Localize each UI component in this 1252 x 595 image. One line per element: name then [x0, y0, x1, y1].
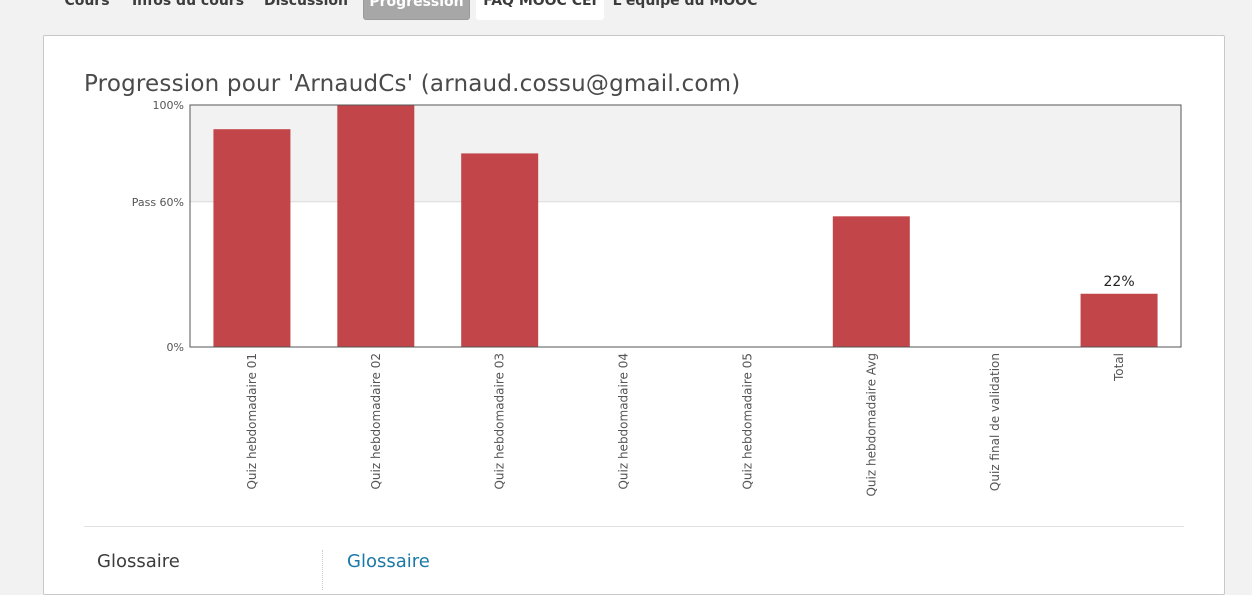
tab-cours[interactable]: Cours	[64, 0, 110, 9]
tab-progression[interactable]: Progression	[363, 0, 470, 20]
section-divider	[84, 526, 1184, 527]
glossary-label: Glossaire	[97, 551, 180, 572]
page-title: Progression pour 'ArnaudCs' (arnaud.coss…	[84, 71, 741, 97]
data-label: 22%	[1104, 274, 1135, 290]
progress-panel: Progression pour 'ArnaudCs' (arnaud.coss…	[43, 35, 1225, 595]
glossary-link[interactable]: Glossaire	[347, 551, 430, 572]
chart-bar	[213, 129, 291, 347]
course-tabs: Cours Infos du cours Discussion Progress…	[0, 0, 1252, 20]
tab-faq-mooc-cei[interactable]: FAQ MOOC CEI	[476, 0, 604, 20]
chart-bar	[337, 105, 415, 347]
x-tick-label: Quiz hebdomadaire 01	[245, 353, 259, 490]
x-tick-label: Quiz hebdomadaire Avg	[864, 353, 878, 497]
chart-bar	[461, 153, 539, 347]
x-tick-label: Quiz hebdomadaire 03	[493, 353, 507, 490]
y-tick-label: Pass 60%	[132, 196, 184, 209]
y-tick-label: 0%	[167, 341, 184, 354]
x-tick-label: Quiz hebdomadaire 05	[740, 353, 754, 490]
chart-bar	[1080, 293, 1158, 347]
glossary-separator	[322, 550, 323, 590]
tab-discussion[interactable]: Discussion	[263, 0, 349, 9]
tab-infos-du-cours[interactable]: Infos du cours	[131, 0, 245, 9]
y-tick-label: 100%	[153, 99, 184, 112]
x-tick-label: Quiz hebdomadaire 04	[617, 353, 631, 490]
plot-frame	[189, 104, 1182, 348]
tab-equipe-du-mooc[interactable]: L'équipe du MOOC	[612, 0, 758, 9]
x-tick-label: Quiz final de validation	[988, 353, 1002, 491]
grade-chart: 0% Pass 60% 100% Quiz hebdomadaire 01 Quiz h…	[132, 99, 1182, 497]
x-tick-label: Total	[1112, 353, 1126, 382]
x-tick-label: Quiz hebdomadaire 02	[369, 353, 383, 490]
chart-bar	[832, 216, 910, 347]
